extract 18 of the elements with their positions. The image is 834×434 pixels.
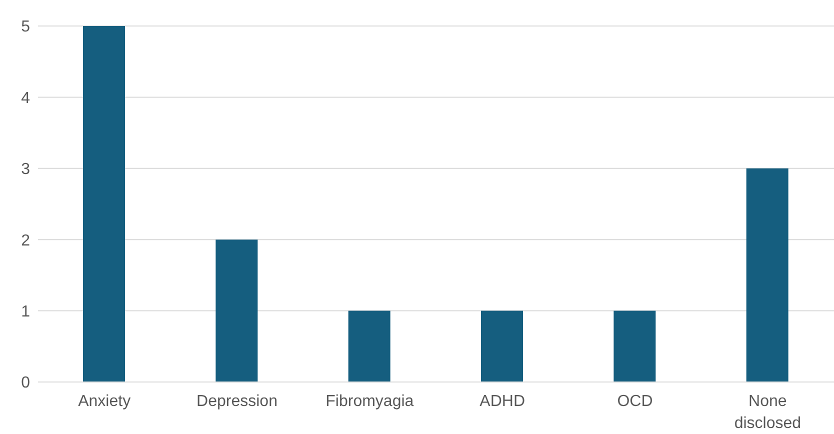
- x-tick-label: Depression: [196, 393, 278, 410]
- y-tick-label: 3: [21, 161, 30, 178]
- y-tick-label: 0: [21, 374, 30, 392]
- x-tick-label: OCD: [617, 393, 653, 410]
- bar: [216, 240, 258, 382]
- bar: [481, 310, 523, 382]
- bar: [348, 310, 390, 382]
- bar: [83, 26, 125, 382]
- bar: [746, 168, 788, 382]
- y-tick-label: 1: [21, 303, 30, 320]
- x-tick-label: Fibromyagia: [326, 393, 414, 410]
- bar: [614, 310, 656, 382]
- y-tick-label: 4: [21, 90, 30, 107]
- y-tick-label: 5: [21, 18, 30, 36]
- x-tick-label: None disclosed: [734, 393, 802, 432]
- y-tick-label: 2: [21, 232, 30, 250]
- x-tick-label: ADHD: [480, 393, 526, 410]
- x-tick-label: Anxiety: [78, 393, 131, 410]
